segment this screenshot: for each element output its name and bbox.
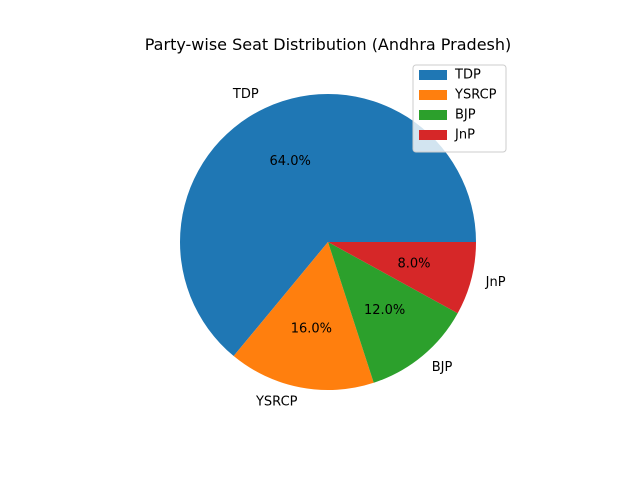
legend-swatch-bjp bbox=[419, 110, 447, 120]
pie-percent-labels: 64.0% 16.0% 12.0% 8.0% bbox=[270, 154, 431, 337]
chart-title: Party-wise Seat Distribution (Andhra Pra… bbox=[145, 35, 512, 54]
pie-slices bbox=[180, 94, 476, 391]
legend-entries: TDP YSRCP BJP JnP bbox=[419, 68, 497, 143]
legend-label-tdp: TDP bbox=[454, 68, 481, 83]
pie-percent-jnp: 8.0% bbox=[397, 257, 430, 272]
legend-swatch-tdp bbox=[419, 70, 447, 80]
pie-label-ysrcp: YSRCP bbox=[255, 394, 298, 409]
legend-label-jnp: JnP bbox=[454, 128, 475, 143]
legend: TDP YSRCP BJP JnP bbox=[412, 64, 507, 153]
pie-slice-jnp bbox=[328, 242, 476, 314]
pie-slice-bjp bbox=[328, 242, 458, 383]
legend-label-ysrcp: YSRCP bbox=[454, 88, 497, 103]
pie-labels: TDP YSRCP BJP JnP bbox=[232, 87, 506, 409]
legend-swatch-ysrcp bbox=[419, 90, 447, 100]
pie-label-tdp: TDP bbox=[232, 87, 259, 102]
pie-slice-tdp bbox=[180, 94, 476, 357]
legend-swatch-jnp bbox=[419, 130, 447, 140]
pie-label-bjp: BJP bbox=[432, 360, 453, 375]
legend-label-bjp: BJP bbox=[455, 108, 476, 123]
pie-slice-ysrcp bbox=[233, 242, 374, 391]
pie-label-jnp: JnP bbox=[485, 275, 506, 290]
pie-percent-bjp: 12.0% bbox=[364, 303, 405, 318]
pie-percent-tdp: 64.0% bbox=[270, 154, 311, 169]
pie-percent-ysrcp: 16.0% bbox=[291, 322, 332, 337]
